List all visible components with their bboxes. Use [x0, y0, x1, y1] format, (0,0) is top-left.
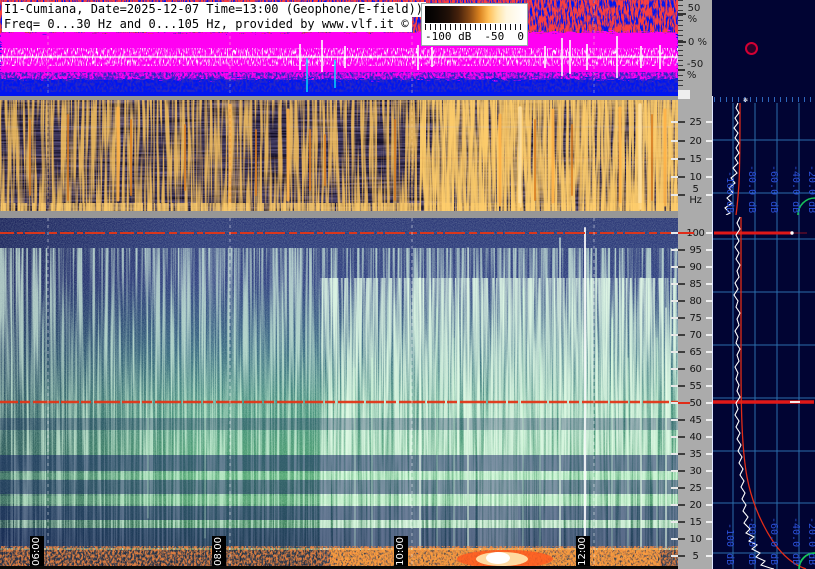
- freq-label: 5: [692, 550, 699, 562]
- status-panel: ✻: [712, 0, 815, 104]
- colorbar-max-label: 0: [517, 30, 524, 43]
- colorbar-gradient: [425, 6, 524, 23]
- efield-spectrum-panel: -100 dB -80.0 dB -60.0 dB -40.0 dB -20.0…: [712, 215, 815, 569]
- waveform-amplitude-scale: 50 % 0 % -50 %: [678, 0, 712, 96]
- db-colorbar-legend: -100 dB -50 0: [421, 3, 528, 46]
- geophone-spectrogram: [0, 100, 678, 211]
- geophone-spectrum-panel: -100 dB -80.0 dB -60.0 dB -40.0 dB -20.0…: [712, 103, 815, 215]
- amplitude-ruler-ticks: [678, 0, 683, 96]
- time-label: 06:00: [31, 536, 42, 566]
- freq-label: 10: [689, 533, 702, 545]
- colorbar-min-label: -100 dB: [425, 30, 472, 43]
- separator-bar: [0, 96, 678, 100]
- db-axis-label: -60.0 dB: [768, 164, 779, 213]
- panel-divider: [712, 96, 713, 569]
- spectrum-top-ticks: [714, 97, 813, 102]
- time-label-box: 06:00: [30, 536, 44, 566]
- freq-label: 55: [689, 380, 702, 392]
- marker-icon: ✻: [743, 98, 749, 104]
- record-indicator-icon: [745, 42, 758, 55]
- db-axis-label: -60.0 dB: [768, 516, 779, 565]
- geophone-frequency-scale: 25 20 15 10 5 Hz: [671, 96, 712, 215]
- station-title-line2: Freq= 0...30 Hz and 0...105 Hz, provided…: [2, 17, 412, 32]
- colorbar-mid-label: -50: [484, 30, 505, 43]
- mains-line-50hz-mark: [678, 402, 690, 404]
- time-label: 08:00: [213, 536, 224, 566]
- freq-label: 100: [686, 227, 705, 239]
- freq-label: 80: [689, 295, 702, 307]
- station-title-block: I1-Cumiana, Date=2025-12-07 Time=13:00 (…: [2, 2, 427, 32]
- freq-label: 15: [689, 516, 702, 528]
- freq-label: 75: [689, 312, 702, 324]
- amplitude-label: 0 %: [688, 36, 708, 48]
- freq-label: 45: [689, 414, 702, 426]
- amplitude-label: 50 %: [687, 3, 701, 25]
- freq-label: 25: [689, 482, 702, 494]
- freq-label: 35: [689, 448, 702, 460]
- time-label: 12:00: [577, 536, 588, 566]
- freq-label: 65: [689, 346, 702, 358]
- db-axis-label: -80.0 dB: [746, 516, 757, 565]
- separator-bar: [0, 211, 678, 218]
- freq-label: 5 Hz: [689, 184, 702, 206]
- efield-spectrogram: [0, 218, 678, 566]
- time-label-box: 12:00: [576, 536, 590, 566]
- freq-label: 85: [689, 278, 702, 290]
- geophone-spectrum-plot: [712, 103, 815, 215]
- freq-label: 40: [689, 431, 702, 443]
- scale-corner: [678, 90, 690, 99]
- db-axis-label: -40.0 dB: [790, 164, 801, 213]
- freq-label: 20: [689, 135, 702, 147]
- db-axis-label: -100 dB: [724, 170, 735, 213]
- time-label: 10:00: [395, 536, 406, 566]
- freq-label: 60: [689, 363, 702, 375]
- freq-label: 90: [689, 261, 702, 273]
- amplitude-label: -50 %: [686, 59, 704, 81]
- freq-label: 20: [689, 499, 702, 511]
- freq-label: 50: [689, 397, 702, 409]
- efield-frequency-scale: 100 95 90 85 80 75 70 65 60 55 50 45 40 …: [671, 215, 712, 569]
- db-axis-label: -80.0 dB: [746, 164, 757, 213]
- time-label-box: 10:00: [394, 536, 408, 566]
- station-title-line1: I1-Cumiana, Date=2025-12-07 Time=13:00 (…: [2, 2, 427, 17]
- db-axis-label: -20.0 dB: [806, 516, 815, 565]
- db-axis-label: -20.0 dB: [806, 164, 815, 213]
- freq-label: 15: [689, 153, 702, 165]
- mains-line-100hz-mark: [678, 232, 694, 234]
- bottom-edge: [0, 566, 678, 569]
- freq-label: 25: [689, 116, 702, 128]
- db-axis-label: -40.0 dB: [790, 516, 801, 565]
- colorbar-ticks: [425, 24, 524, 30]
- efield-spectrum-plot: [712, 215, 815, 569]
- freq-label: 30: [689, 465, 702, 477]
- freq-label: 95: [689, 244, 702, 256]
- freq-label: 10: [689, 171, 702, 183]
- freq-label: 70: [689, 329, 702, 341]
- time-label-box: 08:00: [212, 536, 226, 566]
- db-axis-label: -100 dB: [724, 522, 735, 565]
